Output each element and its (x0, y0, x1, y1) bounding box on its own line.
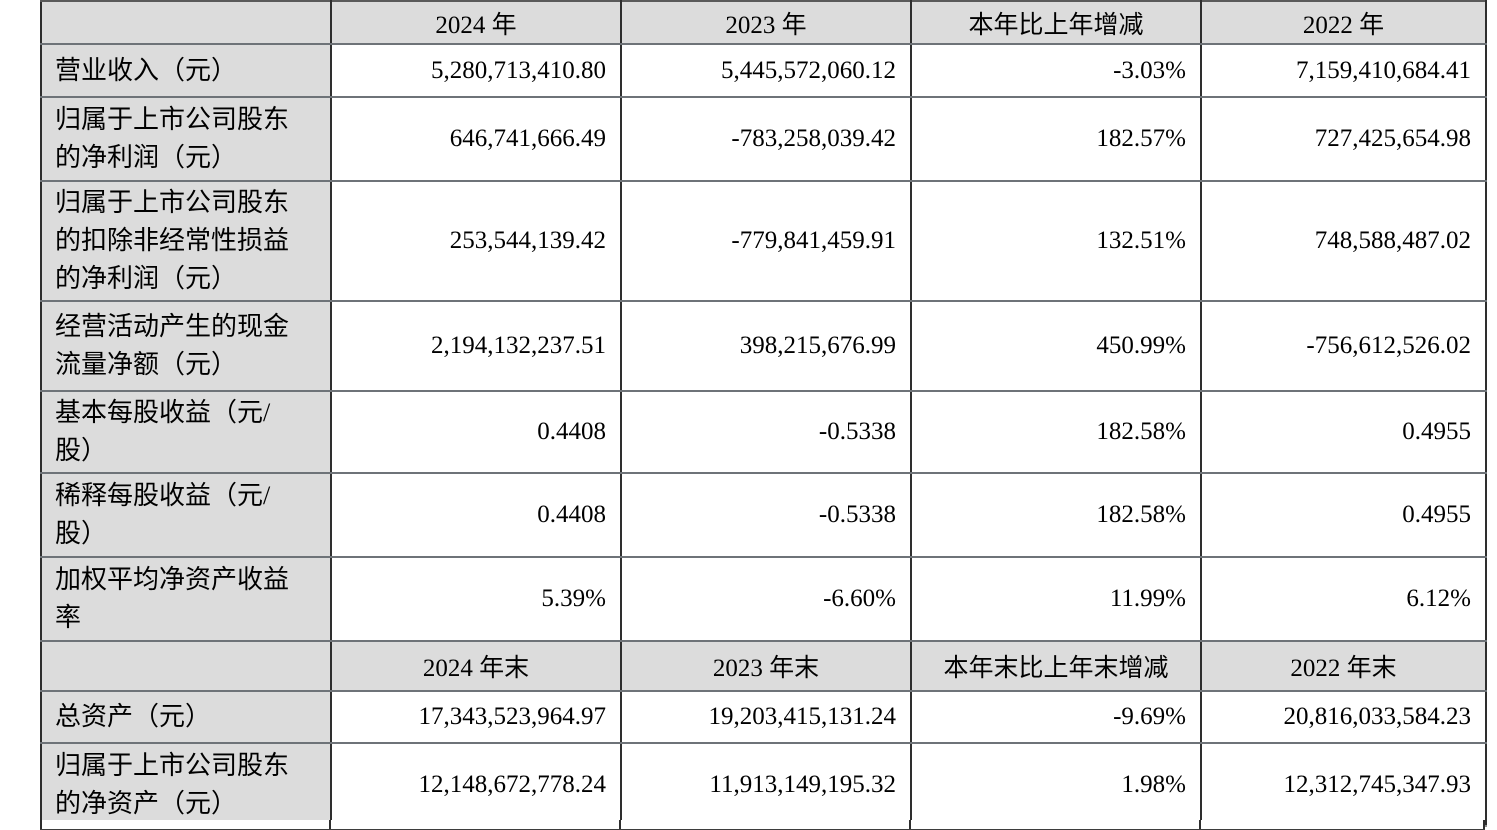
metric-label: 经营活动产生的现金 流量净额（元） (40, 300, 332, 392)
value-2022: 748,588,487.02 (1200, 180, 1487, 302)
table-row-net-profit-deducted: 归属于上市公司股东 的扣除非经常性损益 的净利润（元） 253,544,139.… (40, 180, 1487, 302)
metric-label: 总资产（元） (40, 690, 332, 744)
value-2024: 12,148,672,778.24 (330, 742, 622, 827)
value-2024: 2,194,132,237.51 (330, 300, 622, 392)
value-2024: 0.4408 (330, 472, 622, 558)
header-yearend-2022: 2022 年末 (1200, 640, 1487, 692)
value-2024: 0.4408 (330, 390, 622, 474)
value-yoy: -9.69% (910, 690, 1202, 744)
value-2023: -783,258,039.42 (620, 96, 912, 182)
value-yoy: 182.58% (910, 390, 1202, 474)
header-row-yearend: 2024 年末 2023 年末 本年末比上年末增减 2022 年末 (40, 640, 1487, 692)
value-2024: 5,280,713,410.80 (330, 43, 622, 98)
metric-label: 归属于上市公司股东 的净资产（元） (40, 742, 332, 827)
value-2023: 5,445,572,060.12 (620, 43, 912, 98)
table-row-net-profit: 归属于上市公司股东 的净利润（元） 646,741,666.49 -783,25… (40, 96, 1487, 182)
header-row-annual: 2024 年 2023 年 本年比上年增减 2022 年 (40, 0, 1487, 45)
header-blank-cell (40, 640, 332, 692)
column-border-stub (329, 820, 331, 829)
value-2024: 646,741,666.49 (330, 96, 622, 182)
table-row-net-assets: 归属于上市公司股东 的净资产（元） 12,148,672,778.24 11,9… (40, 742, 1487, 827)
value-yoy: -3.03% (910, 43, 1202, 98)
metric-label: 加权平均净资产收益 率 (40, 556, 332, 642)
metric-label: 基本每股收益（元/ 股） (40, 390, 332, 474)
header-year-2022: 2022 年 (1200, 0, 1487, 45)
value-2022: 12,312,745,347.93 (1200, 742, 1487, 827)
header-yearend-2023: 2023 年末 (620, 640, 912, 692)
value-2024: 253,544,139.42 (330, 180, 622, 302)
value-2023: -6.60% (620, 556, 912, 642)
metric-label: 归属于上市公司股东 的净利润（元） (40, 96, 332, 182)
value-2022: 0.4955 (1200, 390, 1487, 474)
header-yearend-change: 本年末比上年末增减 (910, 640, 1202, 692)
value-2023: -0.5338 (620, 390, 912, 474)
table-row-basic-eps: 基本每股收益（元/ 股） 0.4408 -0.5338 182.58% 0.49… (40, 390, 1487, 474)
value-yoy: 11.99% (910, 556, 1202, 642)
value-2022: 6.12% (1200, 556, 1487, 642)
header-blank-cell (40, 0, 332, 45)
header-year-2023: 2023 年 (620, 0, 912, 45)
value-2022: 0.4955 (1200, 472, 1487, 558)
metric-label: 归属于上市公司股东 的扣除非经常性损益 的净利润（元） (40, 180, 332, 302)
value-2023: 398,215,676.99 (620, 300, 912, 392)
value-2024: 17,343,523,964.97 (330, 690, 622, 744)
metric-label: 营业收入（元） (40, 43, 332, 98)
value-yoy: 182.58% (910, 472, 1202, 558)
header-yoy-change: 本年比上年增减 (910, 0, 1202, 45)
column-border-stub (909, 820, 911, 829)
table-row-revenue: 营业收入（元） 5,280,713,410.80 5,445,572,060.1… (40, 43, 1487, 98)
next-row-clipped-edge (40, 820, 1485, 830)
header-yearend-2024: 2024 年末 (330, 640, 622, 692)
header-year-2024: 2024 年 (330, 0, 622, 45)
column-border-stub (619, 820, 621, 829)
value-2023: -0.5338 (620, 472, 912, 558)
value-2023: 11,913,149,195.32 (620, 742, 912, 827)
column-border-stub (1483, 820, 1485, 829)
value-2022: -756,612,526.02 (1200, 300, 1487, 392)
value-yoy: 182.57% (910, 96, 1202, 182)
financial-summary-table: 2024 年 2023 年 本年比上年增减 2022 年 营业收入（元） 5,2… (40, 0, 1487, 827)
value-yoy: 1.98% (910, 742, 1202, 827)
table-row-operating-cash-flow: 经营活动产生的现金 流量净额（元） 2,194,132,237.51 398,2… (40, 300, 1487, 392)
value-2024: 5.39% (330, 556, 622, 642)
table-row-diluted-eps: 稀释每股收益（元/ 股） 0.4408 -0.5338 182.58% 0.49… (40, 472, 1487, 558)
value-2023: -779,841,459.91 (620, 180, 912, 302)
column-border-stub (1199, 820, 1201, 829)
value-2023: 19,203,415,131.24 (620, 690, 912, 744)
value-2022: 20,816,033,584.23 (1200, 690, 1487, 744)
value-yoy: 132.51% (910, 180, 1202, 302)
value-2022: 7,159,410,684.41 (1200, 43, 1487, 98)
column-border-stub (40, 820, 42, 829)
value-2022: 727,425,654.98 (1200, 96, 1487, 182)
metric-label: 稀释每股收益（元/ 股） (40, 472, 332, 558)
table-row-weighted-roe: 加权平均净资产收益 率 5.39% -6.60% 11.99% 6.12% (40, 556, 1487, 642)
value-yoy: 450.99% (910, 300, 1202, 392)
table-row-total-assets: 总资产（元） 17,343,523,964.97 19,203,415,131.… (40, 690, 1487, 744)
